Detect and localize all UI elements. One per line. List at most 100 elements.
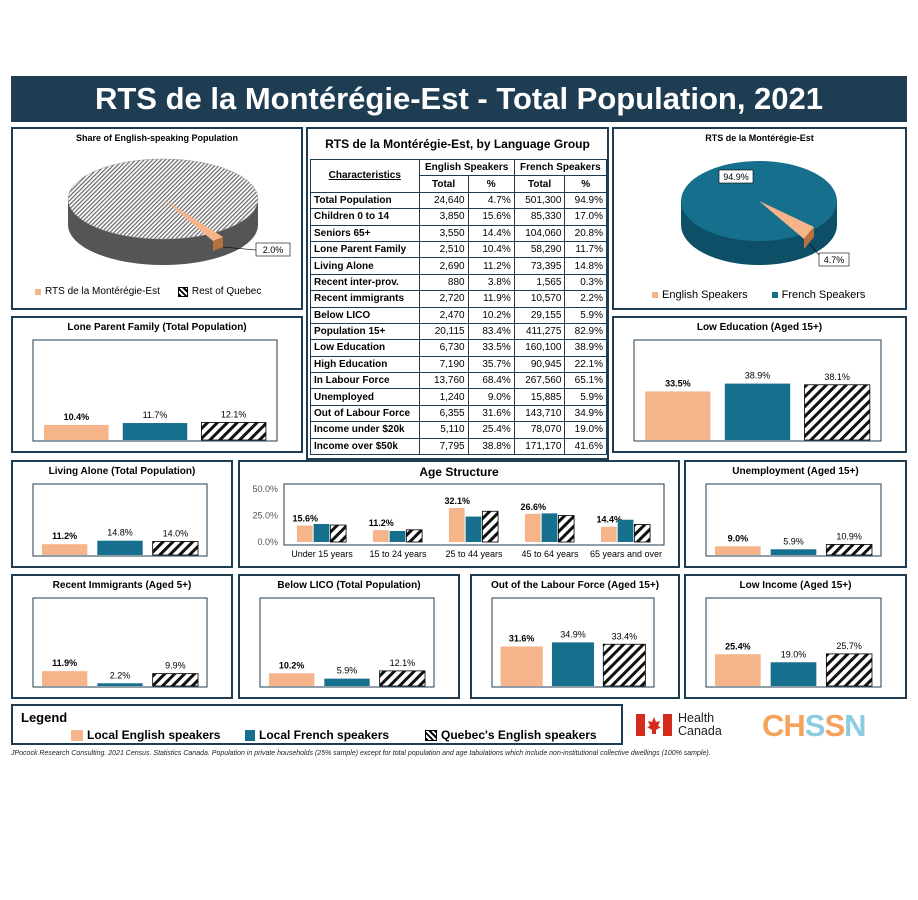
row-value: 5,110 bbox=[418, 421, 469, 439]
table-row: Income over $50k 7,795 38.8% 171,170 41.6% bbox=[310, 437, 607, 456]
health-canada-text: Health bbox=[678, 711, 715, 725]
legend-title: Legend bbox=[21, 710, 68, 725]
age-bar bbox=[405, 529, 423, 543]
row-characteristic: Children 0 to 14 bbox=[310, 208, 420, 226]
legend-item-quebec: Quebec's English speakers bbox=[425, 728, 597, 742]
row-value: 2,690 bbox=[418, 257, 469, 275]
data-label: 12.1% bbox=[390, 658, 416, 668]
age-bar bbox=[296, 525, 313, 542]
bar bbox=[500, 646, 543, 686]
row-value: 501,300 bbox=[513, 191, 566, 210]
age-structure-chart: 50.0% 25.0% 0.0% 15.6% Under 15 years 11.2% 15… bbox=[252, 483, 665, 559]
age-bar bbox=[524, 513, 541, 542]
bar bbox=[41, 544, 88, 555]
legend-item-label: Local English speakers bbox=[87, 728, 221, 742]
data-label: 5.9% bbox=[337, 666, 358, 676]
health-canada-logo: Health Canada bbox=[636, 712, 722, 738]
data-label: 14.0% bbox=[163, 528, 189, 538]
footnote: JPocock Research Consulting. 2021 Census… bbox=[11, 750, 711, 757]
data-label: 19.0% bbox=[781, 649, 807, 659]
row-value: 31.6% bbox=[467, 404, 515, 423]
data-label: 10.4% bbox=[64, 412, 90, 422]
row-characteristic: Out of Labour Force bbox=[310, 404, 420, 423]
pie-left-label: 2.0% bbox=[263, 245, 284, 255]
row-value: 73,395 bbox=[513, 257, 566, 275]
data-label: 38.9% bbox=[745, 371, 771, 381]
row-value: 14.8% bbox=[564, 257, 607, 275]
y-tick-label: 50.0% bbox=[252, 484, 278, 494]
row-characteristic: Total Population bbox=[310, 191, 420, 210]
bar bbox=[724, 383, 791, 440]
chart-title: Unemployment (Aged 15+) bbox=[732, 466, 859, 477]
row-value: 82.9% bbox=[564, 322, 607, 341]
table-row: Low Education 6,730 33.5% 160,100 38.9% bbox=[310, 339, 607, 357]
table-row: Out of Labour Force 6,355 31.6% 143,710 34.9… bbox=[310, 404, 607, 423]
unemployment-panel: Unemployment (Aged 15+) 9.0% 5.9% 10.9% bbox=[684, 460, 907, 568]
table-row: Lone Parent Family 2,510 10.4% 58,290 11.7% bbox=[310, 240, 607, 259]
row-value: 7,190 bbox=[418, 355, 469, 374]
row-value: 38.8% bbox=[467, 437, 515, 456]
row-value: 34.9% bbox=[564, 404, 607, 423]
row-value: 29,155 bbox=[513, 306, 566, 324]
data-label: 15.6% bbox=[293, 513, 319, 523]
table-row: Recent immigrants 2,720 11.9% 10,570 2.2% bbox=[310, 290, 607, 308]
bar bbox=[152, 541, 199, 556]
age-bar bbox=[313, 523, 330, 542]
bar bbox=[122, 423, 188, 440]
row-value: 6,355 bbox=[418, 404, 469, 423]
row-characteristic: Living Alone bbox=[310, 257, 420, 275]
table-title: RTS de la Montérégie-Est, by Language Gr… bbox=[325, 137, 590, 151]
row-value: 35.7% bbox=[467, 355, 515, 374]
bar bbox=[268, 673, 315, 686]
bar bbox=[324, 678, 370, 686]
table-row: Unemployed 1,240 9.0% 15,885 5.9% bbox=[310, 388, 607, 406]
row-characteristic: Seniors 65+ bbox=[310, 224, 420, 242]
category-label: 45 to 64 years bbox=[521, 549, 579, 559]
row-value: 7,795 bbox=[418, 437, 469, 456]
pie-right-legend-english: English Speakers bbox=[662, 289, 748, 301]
bar-chart: 11.2% 14.8% 14.0% bbox=[32, 483, 208, 557]
bar bbox=[97, 540, 143, 555]
pie-left-title: Share of English-speaking Population bbox=[75, 133, 239, 143]
table-row: Recent inter-prov. 880 3.8% 1,565 0.3% bbox=[310, 273, 607, 292]
row-value: 3,850 bbox=[418, 208, 469, 226]
data-label: 34.9% bbox=[560, 629, 586, 639]
sub-header: Total bbox=[418, 175, 469, 193]
row-characteristic: Unemployed bbox=[310, 388, 420, 406]
row-value: 3,550 bbox=[418, 224, 469, 242]
chart-title: Below LICO (Total Population) bbox=[277, 580, 421, 591]
pie-right-panel: RTS de la Montérégie-Est 94.9% 4.7% Engl… bbox=[612, 127, 907, 310]
row-characteristic: Lone Parent Family bbox=[310, 240, 420, 259]
row-value: 65.1% bbox=[564, 372, 607, 390]
age-bar bbox=[600, 526, 617, 542]
bar bbox=[152, 673, 199, 687]
bar-chart: 31.6% 34.9% 33.4% bbox=[491, 597, 655, 688]
bar bbox=[379, 670, 426, 687]
row-value: 160,100 bbox=[513, 339, 566, 357]
bar bbox=[44, 424, 109, 440]
row-value: 2,470 bbox=[418, 306, 469, 324]
bar-chart: 25.4% 19.0% 25.7% bbox=[705, 597, 882, 688]
table-row: High Education 7,190 35.7% 90,945 22.1% bbox=[310, 355, 607, 374]
row-value: 20.8% bbox=[564, 224, 607, 242]
row-value: 11.7% bbox=[564, 240, 607, 259]
data-label: 31.6% bbox=[509, 634, 535, 644]
data-label: 33.4% bbox=[612, 631, 638, 641]
bar bbox=[715, 654, 761, 686]
row-value: 15.6% bbox=[467, 208, 515, 226]
data-label: 26.6% bbox=[521, 502, 547, 512]
bar bbox=[645, 391, 711, 440]
chart-title: Lone Parent Family (Total Population) bbox=[67, 322, 247, 333]
bar bbox=[201, 422, 267, 441]
chart-title: Living Alone (Total Population) bbox=[48, 466, 196, 477]
table-row: Children 0 to 14 3,850 15.6% 85,330 17.0% bbox=[310, 208, 607, 226]
french-group-header: French Speakers bbox=[513, 158, 608, 177]
sub-header: Total bbox=[513, 175, 566, 193]
age-bar bbox=[329, 524, 347, 543]
chart-title: Out of the Labour Force (Aged 15+) bbox=[490, 580, 660, 591]
lone-parent-panel: Lone Parent Family (Total Population) 10.… bbox=[11, 316, 303, 453]
data-label: 11.9% bbox=[52, 658, 77, 668]
row-value: 13,760 bbox=[418, 372, 469, 390]
age-bar bbox=[541, 513, 558, 542]
characteristics-header: Characteristics bbox=[310, 159, 420, 193]
